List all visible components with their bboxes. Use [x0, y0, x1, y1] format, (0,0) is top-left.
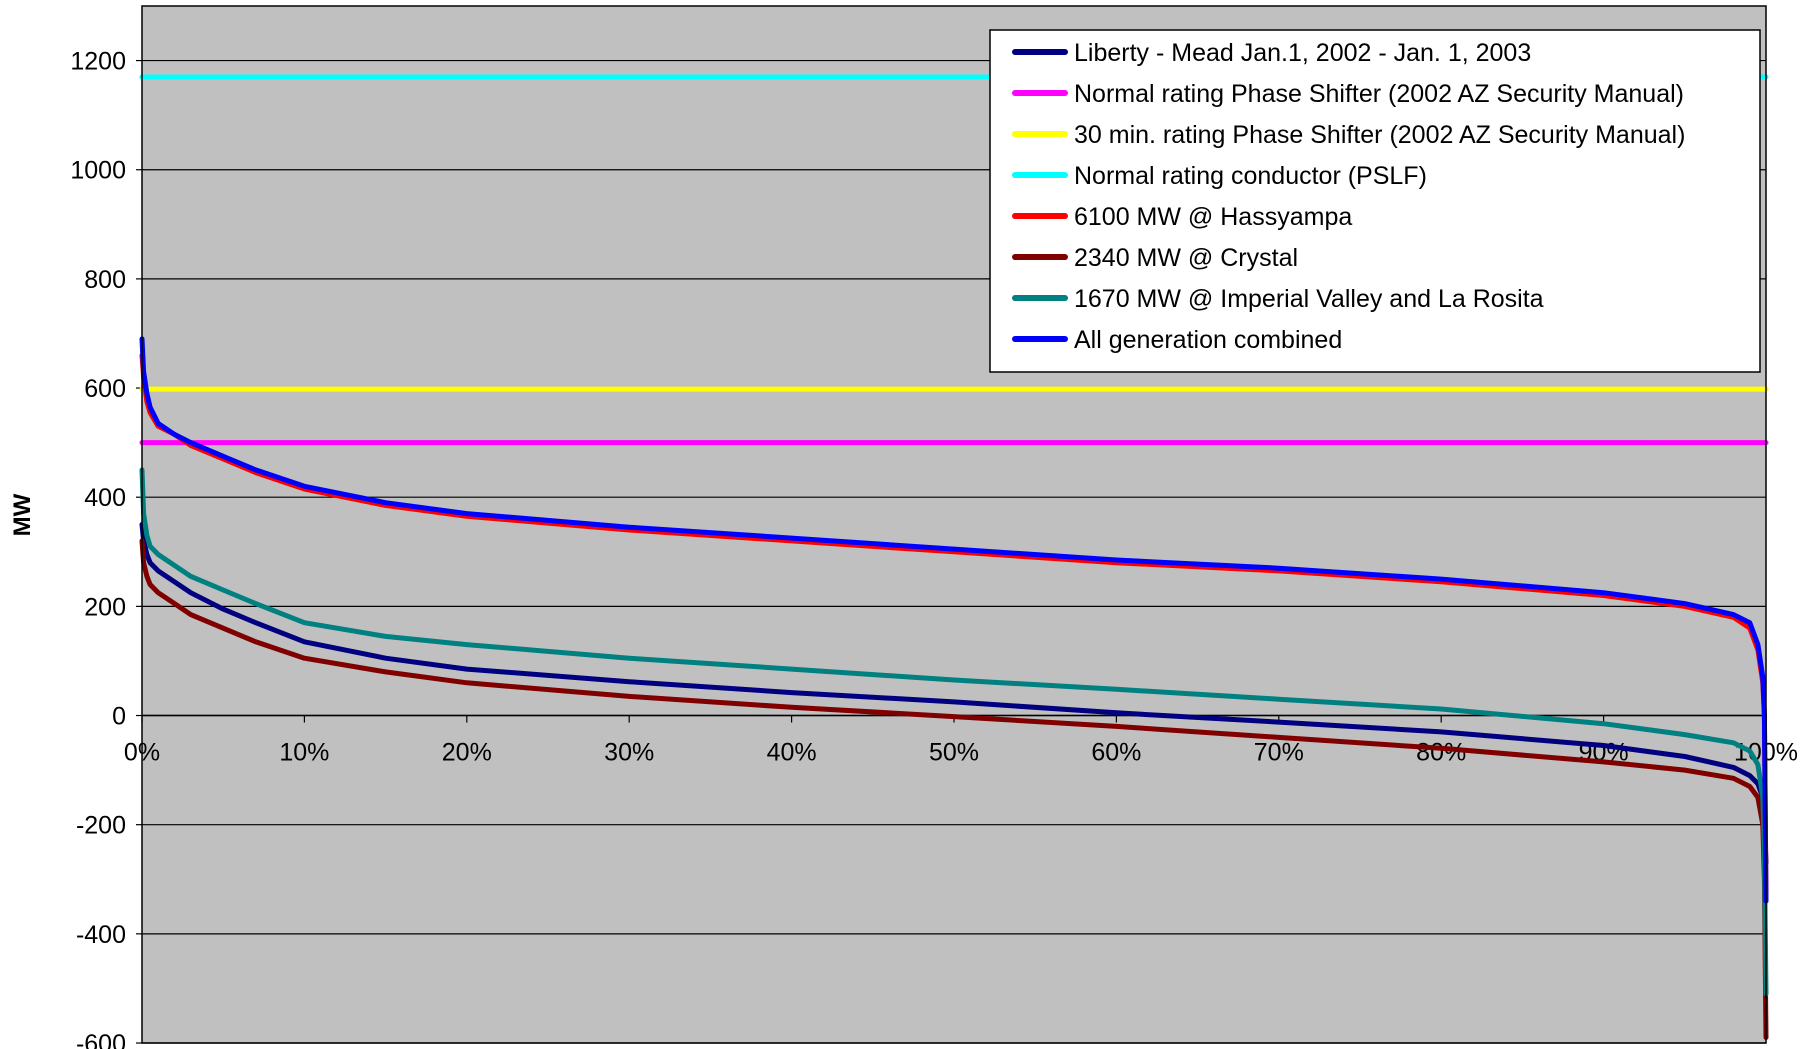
x-tick-label: 80%: [1416, 739, 1466, 767]
series-line-5: [139, 538, 1769, 1040]
series-line-6: [139, 467, 1769, 997]
y-tick-label: 800: [84, 266, 126, 294]
legend: Liberty - Mead Jan.1, 2002 - Jan. 1, 200…: [989, 29, 1761, 373]
y-tick-label: 1000: [70, 157, 126, 185]
y-tick-label: 0: [112, 703, 126, 731]
x-tick-label: 30%: [604, 739, 654, 767]
plot-frame: [141, 5, 1767, 1044]
x-tick-label: 50%: [929, 739, 979, 767]
legend-label: All generation combined: [1074, 326, 1342, 354]
legend-label: 6100 MW @ Hassyampa: [1074, 203, 1352, 231]
legend-label: Liberty - Mead Jan.1, 2002 - Jan. 1, 200…: [1074, 39, 1531, 67]
y-axis-title: MW: [9, 493, 36, 536]
legend-label: 30 min. rating Phase Shifter (2002 AZ Se…: [1074, 121, 1685, 149]
y-tick-label: 600: [84, 375, 126, 403]
y-tick-label: 400: [84, 484, 126, 512]
x-tick-labels: 0% 10% 20% 30% 40% 50% 60% 70% 80% 90% 100%: [124, 739, 1798, 767]
series-lines: [139, 74, 1769, 1040]
y-tick-labels: -600 -400 -200 0 200 400 600 800 1000 1200: [70, 48, 126, 1049]
legend-label: Normal rating Phase Shifter (2002 AZ Sec…: [1074, 80, 1684, 108]
x-tick-label: 70%: [1254, 739, 1304, 767]
legend-label: 2340 MW @ Crystal: [1074, 244, 1298, 272]
y-tick-label: -200: [76, 812, 126, 840]
legend-box: [989, 29, 1761, 373]
y-tick-label: -400: [76, 921, 126, 949]
series-line-7: [139, 336, 1769, 904]
y-tick-label: -600: [76, 1030, 126, 1049]
x-tick-label: 40%: [767, 739, 817, 767]
legend-label: Normal rating conductor (PSLF): [1074, 162, 1427, 190]
x-tick-label: 20%: [442, 739, 492, 767]
x-tick-label: 60%: [1091, 739, 1141, 767]
x-tick-label: 10%: [279, 739, 329, 767]
series-line-0: [139, 522, 1769, 866]
y-tick-label: 200: [84, 593, 126, 621]
legend-label: 1670 MW @ Imperial Valley and La Rosita: [1074, 285, 1544, 313]
y-tick-label: 1200: [70, 48, 126, 76]
